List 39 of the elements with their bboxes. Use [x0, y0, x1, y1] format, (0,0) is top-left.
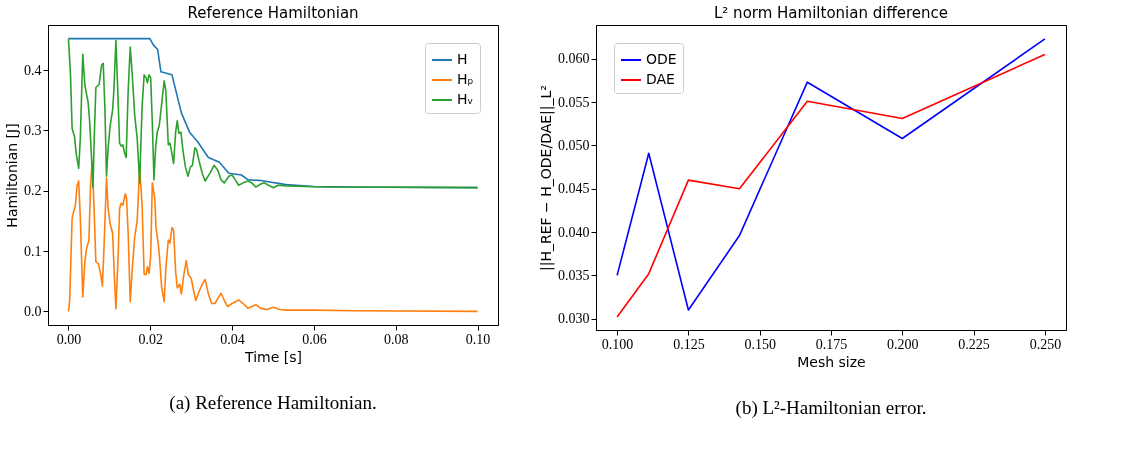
x-tick-label: 0.06 — [302, 331, 327, 347]
y-tick-label: 0.060 — [558, 51, 590, 67]
x-tick-label: 0.02 — [138, 331, 164, 347]
y-tick-label: 0.035 — [558, 267, 590, 283]
line-series — [67, 37, 479, 189]
legend-label: Hₚ — [457, 71, 474, 87]
chart-title: L² norm Hamiltonian difference — [713, 4, 949, 22]
legend-label: ODE — [646, 51, 677, 67]
x-tick-label: 0.175 — [815, 336, 848, 352]
y-tick-label: 0.2 — [24, 183, 42, 199]
chart-title: Reference Hamiltonian — [187, 4, 359, 22]
legend-label: Hᵥ — [457, 91, 474, 107]
text: (a) Reference Hamiltonian. — [169, 392, 377, 414]
x-tick-label: 0.10 — [465, 331, 491, 347]
x-tick-label: 0.200 — [887, 336, 919, 352]
x-tick-label: 0.150 — [744, 336, 776, 352]
y-tick-label: 0.1 — [24, 243, 42, 259]
x-axis-title: Time [s] — [244, 348, 302, 365]
y-tick-label: 0.4 — [24, 62, 42, 78]
x-tick-label: 0.125 — [673, 336, 705, 352]
legend-label: H — [457, 51, 468, 67]
y-axis-title: ||H_REF − H_ODE/DAE||_L² — [538, 85, 555, 271]
x-tick-label: 0.250 — [1029, 336, 1062, 352]
y-tick-label: 0.045 — [558, 181, 590, 197]
y-axis-title: Hamiltonian [J] — [4, 123, 20, 228]
text: (b) L²-Hamiltonian error. — [735, 397, 927, 419]
y-tick-label: 0.3 — [24, 122, 42, 138]
y-tick-label: 0.030 — [558, 311, 590, 327]
x-tick-label: 0.225 — [958, 336, 990, 352]
x-tick-label: 0.04 — [220, 331, 245, 347]
y-tick-label: 0.055 — [558, 94, 590, 110]
x-tick-label: 0.08 — [383, 331, 409, 347]
y-tick-label: 0.040 — [558, 224, 590, 240]
x-tick-label: 0.00 — [56, 331, 82, 347]
y-tick-label: 0.0 — [24, 303, 42, 319]
x-axis-title: Mesh size — [797, 353, 866, 370]
legend-label: DAE — [646, 71, 675, 87]
y-tick-label: 0.050 — [558, 137, 590, 153]
x-tick-label: 0.100 — [601, 336, 634, 352]
